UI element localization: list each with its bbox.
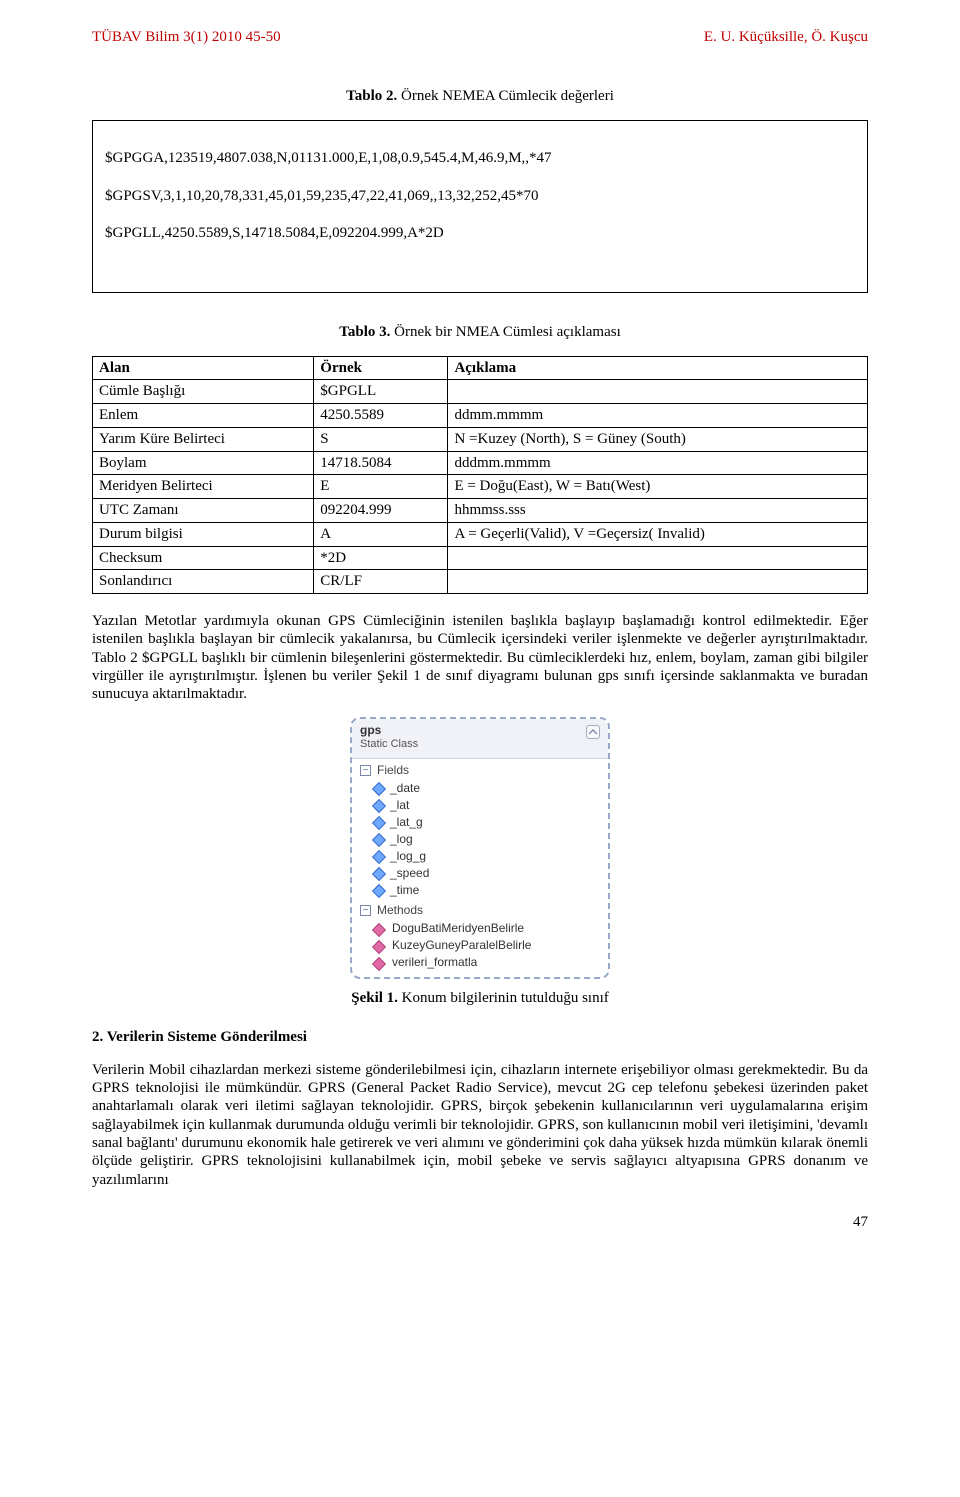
class-title: gps: [360, 723, 600, 738]
methods-label: Methods: [377, 903, 423, 918]
nmea-sample-box: $GPGGA,123519,4807.038,N,01131.000,E,1,0…: [92, 120, 868, 293]
nmea-line: $GPGSV,3,1,10,20,78,331,45,01,59,235,47,…: [105, 187, 855, 206]
fields-section-header: − Fields: [352, 759, 608, 780]
collapse-icon: [586, 725, 600, 739]
col-aciklama: Açıklama: [448, 356, 868, 380]
table2-caption-rest: Örnek NEMEA Cümlecik değerleri: [397, 88, 614, 104]
table-row: Yarım Küre BelirteciSN =Kuzey (North), S…: [93, 427, 868, 451]
figure1-caption-rest: Konum bilgilerinin tutulduğu sınıf: [398, 990, 609, 1006]
field-icon: [372, 884, 386, 898]
field-item: _log_g: [352, 848, 608, 865]
field-icon: [372, 782, 386, 796]
field-item: _lat_g: [352, 814, 608, 831]
minus-icon: −: [360, 905, 371, 916]
field-icon: [372, 799, 386, 813]
method-item: KuzeyGuneyParalelBelirle: [352, 937, 608, 954]
paragraph-section2: Verilerin Mobil cihazlardan merkezi sist…: [92, 1061, 868, 1189]
section-2-heading: 2. Verilerin Sisteme Gönderilmesi: [92, 1028, 868, 1047]
table-row: Meridyen BelirteciEE = Doğu(East), W = B…: [93, 475, 868, 499]
field-icon: [372, 816, 386, 830]
table-row: Durum bilgisiAA = Geçerli(Valid), V =Geç…: [93, 522, 868, 546]
table-header-row: Alan Örnek Açıklama: [93, 356, 868, 380]
table-row: SonlandırıcıCR/LF: [93, 570, 868, 594]
field-item: _log: [352, 831, 608, 848]
table3-caption-rest: Örnek bir NMEA Cümlesi açıklaması: [390, 324, 620, 340]
table-row: Enlem4250.5589ddmm.mmmm: [93, 404, 868, 428]
method-icon: [374, 924, 386, 934]
nmea-line: $GPGGA,123519,4807.038,N,01131.000,E,1,0…: [105, 149, 855, 168]
table2-caption: Tablo 2. Örnek NEMEA Cümlecik değerleri: [92, 87, 868, 106]
field-item: _lat: [352, 797, 608, 814]
minus-icon: −: [360, 765, 371, 776]
table3-caption-bold: Tablo 3.: [339, 324, 390, 340]
table-row: Checksum*2D: [93, 546, 868, 570]
class-header: gps Static Class: [352, 719, 608, 759]
table-row: Boylam14718.5084dddmm.mmmm: [93, 451, 868, 475]
nmea-line: $GPGLL,4250.5589,S,14718.5084,E,092204.9…: [105, 224, 855, 243]
table-row: UTC Zamanı092204.999hhmmss.sss: [93, 499, 868, 523]
table-row: Cümle Başlığı$GPGLL: [93, 380, 868, 404]
table3-caption: Tablo 3. Örnek bir NMEA Cümlesi açıklama…: [92, 323, 868, 342]
header-right: E. U. Küçüksille, Ö. Kuşcu: [704, 28, 868, 47]
field-icon: [372, 833, 386, 847]
col-ornek: Örnek: [314, 356, 448, 380]
header-left: TÜBAV Bilim 3(1) 2010 45-50: [92, 28, 281, 47]
field-icon: [372, 867, 386, 881]
field-item: _time: [352, 882, 608, 899]
figure1-caption: Şekil 1. Konum bilgilerinin tutulduğu sı…: [92, 989, 868, 1008]
methods-section-header: − Methods: [352, 899, 608, 920]
class-diagram-figure: gps Static Class − Fields _date _lat _la…: [92, 717, 868, 979]
page-running-header: TÜBAV Bilim 3(1) 2010 45-50 E. U. Küçüks…: [92, 28, 868, 47]
nmea-fields-table: Alan Örnek Açıklama Cümle Başlığı$GPGLL …: [92, 356, 868, 595]
page-number: 47: [92, 1213, 868, 1232]
col-alan: Alan: [93, 356, 314, 380]
fields-label: Fields: [377, 763, 409, 778]
method-icon: [374, 958, 386, 968]
class-subtitle: Static Class: [360, 738, 600, 752]
method-item: verileri_formatla: [352, 954, 608, 971]
figure1-caption-bold: Şekil 1.: [351, 990, 398, 1006]
method-item: DoguBatiMeridyenBelirle: [352, 920, 608, 937]
field-icon: [372, 850, 386, 864]
gps-class-box: gps Static Class − Fields _date _lat _la…: [350, 717, 610, 979]
paragraph-1: Yazılan Metotlar yardımıyla okunan GPS C…: [92, 612, 868, 703]
table2-caption-bold: Tablo 2.: [346, 88, 397, 104]
field-item: _date: [352, 780, 608, 797]
field-item: _speed: [352, 865, 608, 882]
method-icon: [374, 941, 386, 951]
